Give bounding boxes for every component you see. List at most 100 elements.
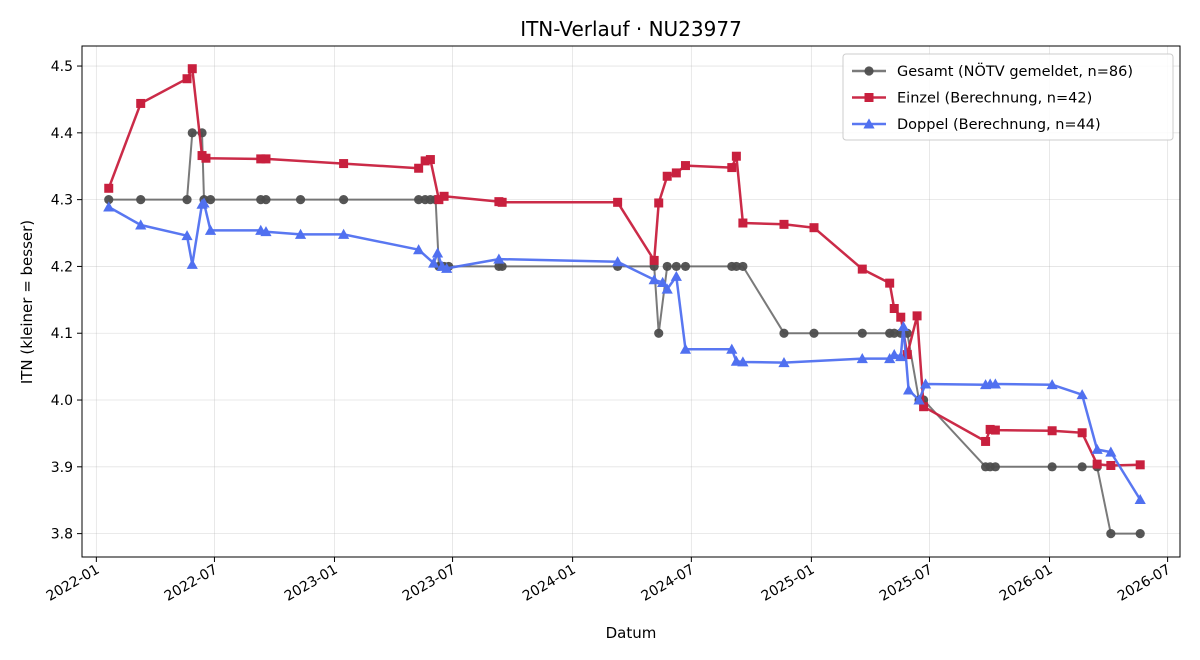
- data-point: [856, 353, 868, 364]
- data-point: [913, 394, 925, 405]
- data-point: [431, 247, 444, 258]
- data-point: [439, 191, 449, 201]
- data-point: [1076, 389, 1088, 400]
- data-point: [889, 304, 899, 314]
- x-axis-title: Datum: [606, 624, 657, 642]
- x-tick-label: 2026-07: [1115, 562, 1174, 605]
- x-tick-label: 2025-07: [877, 562, 936, 605]
- x-tick-label: 2025-01: [759, 562, 818, 605]
- data-point: [654, 198, 664, 208]
- data-point: [294, 228, 307, 239]
- data-point: [654, 328, 664, 338]
- data-point: [413, 244, 425, 255]
- data-point: [295, 195, 306, 205]
- data-point: [339, 195, 349, 205]
- x-tick-label: 2022-07: [162, 562, 221, 605]
- x-tick-label: 2022-01: [44, 562, 103, 605]
- data-point: [1134, 493, 1146, 505]
- data-point: [493, 253, 505, 264]
- data-point: [414, 163, 424, 173]
- data-point: [434, 195, 444, 205]
- data-point: [809, 223, 819, 233]
- data-point: [738, 261, 748, 272]
- data-point: [662, 261, 672, 272]
- data-point: [205, 195, 216, 205]
- data-point: [1092, 459, 1102, 469]
- data-point: [731, 261, 741, 272]
- data-point: [779, 219, 789, 229]
- series-layer: [103, 64, 1146, 539]
- data-point: [187, 128, 197, 138]
- data-point: [888, 349, 900, 360]
- data-point: [897, 320, 909, 332]
- series-line: [108, 201, 1142, 501]
- data-point: [990, 462, 1000, 472]
- data-point: [104, 195, 114, 205]
- data-point: [1105, 446, 1117, 457]
- data-point: [731, 151, 741, 161]
- data-point: [1091, 443, 1103, 454]
- data-point: [497, 261, 507, 272]
- data-point: [103, 201, 115, 212]
- data-point: [657, 276, 669, 287]
- data-point: [1106, 529, 1116, 539]
- y-tick-label: 4.5: [51, 59, 73, 75]
- data-point: [497, 197, 507, 207]
- y-tick-label: 3.9: [51, 460, 73, 476]
- series-circle: [104, 128, 1145, 539]
- data-point: [187, 64, 197, 74]
- data-point: [661, 283, 673, 294]
- data-point: [902, 384, 915, 395]
- data-point: [613, 197, 623, 207]
- legend-marker: [864, 93, 874, 102]
- data-point: [201, 153, 211, 163]
- data-point: [727, 163, 737, 173]
- data-point: [1046, 379, 1058, 390]
- data-point: [896, 312, 906, 322]
- y-tick-label: 3.8: [51, 527, 73, 543]
- data-point: [1106, 460, 1116, 470]
- legend-item: Gesamt (NÖTV gemeldet, n=86): [852, 62, 1133, 80]
- series-triangle: [103, 197, 1146, 505]
- data-point: [1077, 428, 1087, 438]
- data-point: [339, 159, 349, 169]
- data-point: [919, 402, 929, 412]
- data-point: [204, 224, 217, 235]
- data-point: [414, 195, 424, 205]
- x-tick-label: 2024-07: [639, 562, 698, 605]
- legend-box: [842, 53, 1174, 141]
- data-point: [919, 378, 932, 389]
- data-point: [778, 357, 790, 368]
- data-point: [895, 351, 907, 362]
- data-point: [809, 328, 819, 338]
- y-tick-label: 4.1: [51, 326, 73, 342]
- data-point: [662, 171, 672, 181]
- data-point: [1135, 460, 1145, 470]
- data-point: [104, 183, 114, 193]
- data-point: [649, 255, 659, 265]
- data-point: [441, 262, 453, 273]
- data-point: [261, 195, 271, 205]
- data-point: [1047, 426, 1057, 436]
- data-point: [857, 264, 867, 274]
- x-tick-label: 2023-01: [282, 562, 341, 605]
- legend-marker: [863, 118, 875, 129]
- legend-label: Einzel (Berechnung, n=42): [897, 91, 1092, 107]
- data-point: [981, 436, 991, 446]
- data-point: [671, 261, 681, 272]
- y-tick-label: 4.2: [51, 259, 73, 275]
- data-point: [136, 98, 146, 108]
- x-tick-label: 2023-07: [400, 562, 459, 605]
- legend-item: Doppel (Berechnung, n=44): [852, 117, 1101, 133]
- data-point: [1047, 462, 1057, 472]
- data-point: [198, 197, 210, 208]
- data-point: [889, 328, 899, 338]
- data-point: [779, 328, 789, 338]
- data-point: [857, 328, 867, 338]
- data-point: [737, 356, 749, 367]
- data-point: [612, 256, 624, 267]
- legend: Gesamt (NÖTV gemeldet, n=86) Einzel (Bere…: [842, 53, 1174, 141]
- data-point: [260, 226, 272, 237]
- data-point: [338, 228, 350, 239]
